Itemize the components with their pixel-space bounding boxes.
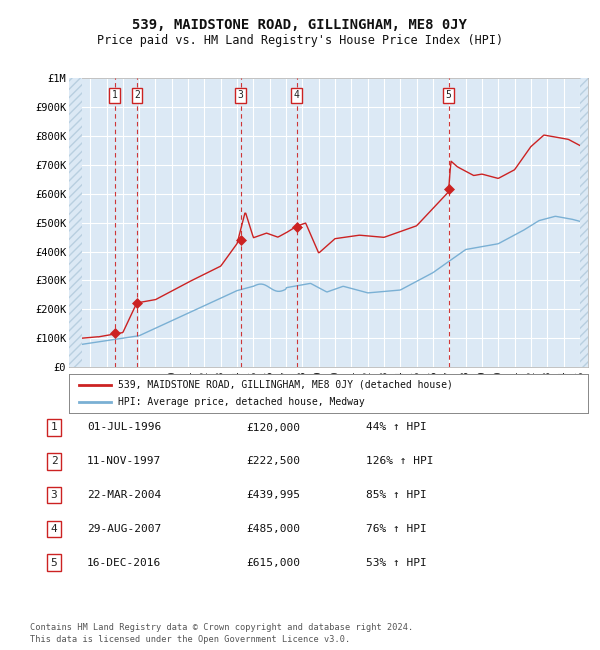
Text: 44% ↑ HPI: 44% ↑ HPI	[366, 422, 427, 432]
Text: 3: 3	[238, 90, 244, 100]
Text: 2: 2	[134, 90, 140, 100]
Text: 01-JUL-1996: 01-JUL-1996	[87, 422, 161, 432]
Text: £222,500: £222,500	[246, 456, 300, 466]
Text: £485,000: £485,000	[246, 524, 300, 534]
Bar	[580, 78, 588, 367]
Text: 53% ↑ HPI: 53% ↑ HPI	[366, 558, 427, 567]
Text: £439,995: £439,995	[246, 490, 300, 500]
Text: 5: 5	[446, 90, 452, 100]
Text: 29-AUG-2007: 29-AUG-2007	[87, 524, 161, 534]
Text: 5: 5	[50, 558, 58, 567]
Text: 1: 1	[112, 90, 118, 100]
Text: 539, MAIDSTONE ROAD, GILLINGHAM, ME8 0JY (detached house): 539, MAIDSTONE ROAD, GILLINGHAM, ME8 0JY…	[118, 380, 453, 389]
Text: 126% ↑ HPI: 126% ↑ HPI	[366, 456, 433, 466]
Text: 76% ↑ HPI: 76% ↑ HPI	[366, 524, 427, 534]
Text: Contains HM Land Registry data © Crown copyright and database right 2024.: Contains HM Land Registry data © Crown c…	[30, 623, 413, 632]
Text: HPI: Average price, detached house, Medway: HPI: Average price, detached house, Medw…	[118, 397, 365, 407]
Text: 11-NOV-1997: 11-NOV-1997	[87, 456, 161, 466]
Text: 2: 2	[50, 456, 58, 466]
Text: 4: 4	[50, 524, 58, 534]
Text: 1: 1	[50, 422, 58, 432]
Text: This data is licensed under the Open Government Licence v3.0.: This data is licensed under the Open Gov…	[30, 634, 350, 644]
Text: £615,000: £615,000	[246, 558, 300, 567]
Text: 22-MAR-2004: 22-MAR-2004	[87, 490, 161, 500]
Text: £120,000: £120,000	[246, 422, 300, 432]
Text: 16-DEC-2016: 16-DEC-2016	[87, 558, 161, 567]
Text: 85% ↑ HPI: 85% ↑ HPI	[366, 490, 427, 500]
Text: 4: 4	[294, 90, 300, 100]
Text: 3: 3	[50, 490, 58, 500]
Text: Price paid vs. HM Land Registry's House Price Index (HPI): Price paid vs. HM Land Registry's House …	[97, 34, 503, 47]
Text: 539, MAIDSTONE ROAD, GILLINGHAM, ME8 0JY: 539, MAIDSTONE ROAD, GILLINGHAM, ME8 0JY	[133, 18, 467, 32]
Bar	[69, 78, 82, 367]
